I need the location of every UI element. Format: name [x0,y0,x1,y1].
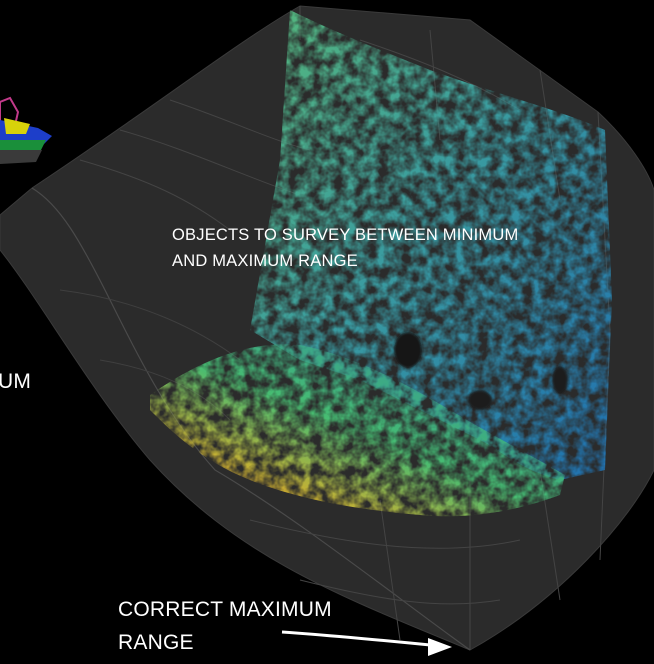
objects-caption-line1: OBJECTS TO SURVEY BETWEEN MINIMUM [172,226,519,244]
sonar-floor-returns [150,344,565,517]
maximum-caption-line1: CORRECT MAXIMUM [118,598,332,621]
maximum-range-caption: CORRECT MAXIMUM RANGE [118,593,418,659]
shadow-gaps [394,332,568,410]
minimum-caption-partial: UM [0,370,32,393]
objects-caption: OBJECTS TO SURVEY BETWEEN MINIMUM AND MA… [172,222,602,274]
survey-vessel [0,96,52,164]
maximum-caption-line2: RANGE [118,631,194,654]
maximum-range-arrow [281,630,452,656]
objects-caption-line2: AND MAXIMUM RANGE [172,252,358,270]
